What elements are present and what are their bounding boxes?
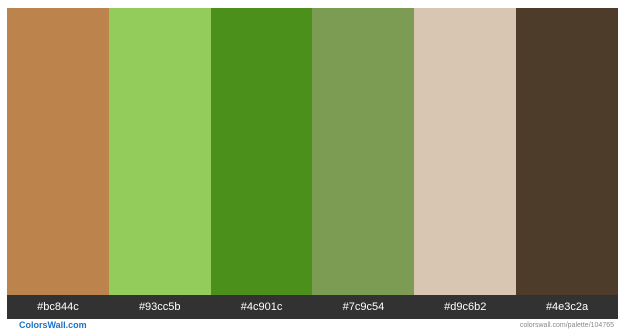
- swatch-2[interactable]: #93cc5b: [108, 8, 211, 319]
- swatch-1-hex-label: #bc844c: [7, 295, 109, 319]
- color-palette: #bc844c #93cc5b #4c901c #7c9c54 #d9c6b2 …: [7, 8, 618, 319]
- swatch-4-hex-label: #7c9c54: [312, 295, 415, 319]
- swatch-1-color[interactable]: [7, 8, 109, 295]
- brand-link[interactable]: ColorsWall.com: [19, 320, 87, 330]
- swatch-5-hex-label: #d9c6b2: [414, 295, 517, 319]
- palette-url[interactable]: colorswall.com/palette/104765: [519, 322, 614, 329]
- swatch-6-hex-label: #4e3c2a: [516, 295, 618, 319]
- swatch-3-hex-label: #4c901c: [210, 295, 313, 319]
- swatch-3-color[interactable]: [210, 8, 313, 295]
- swatch-5[interactable]: #d9c6b2: [414, 8, 517, 319]
- swatch-2-color[interactable]: [108, 8, 211, 295]
- swatch-3[interactable]: #4c901c: [210, 8, 313, 319]
- swatch-1[interactable]: #bc844c: [7, 8, 109, 319]
- footer: ColorsWall.com colorswall.com/palette/10…: [0, 320, 619, 331]
- swatch-4[interactable]: #7c9c54: [312, 8, 415, 319]
- swatch-2-hex-label: #93cc5b: [108, 295, 211, 319]
- swatch-4-color[interactable]: [312, 8, 415, 295]
- swatch-6-color[interactable]: [516, 8, 618, 295]
- swatch-5-color[interactable]: [414, 8, 517, 295]
- swatch-6[interactable]: #4e3c2a: [516, 8, 618, 319]
